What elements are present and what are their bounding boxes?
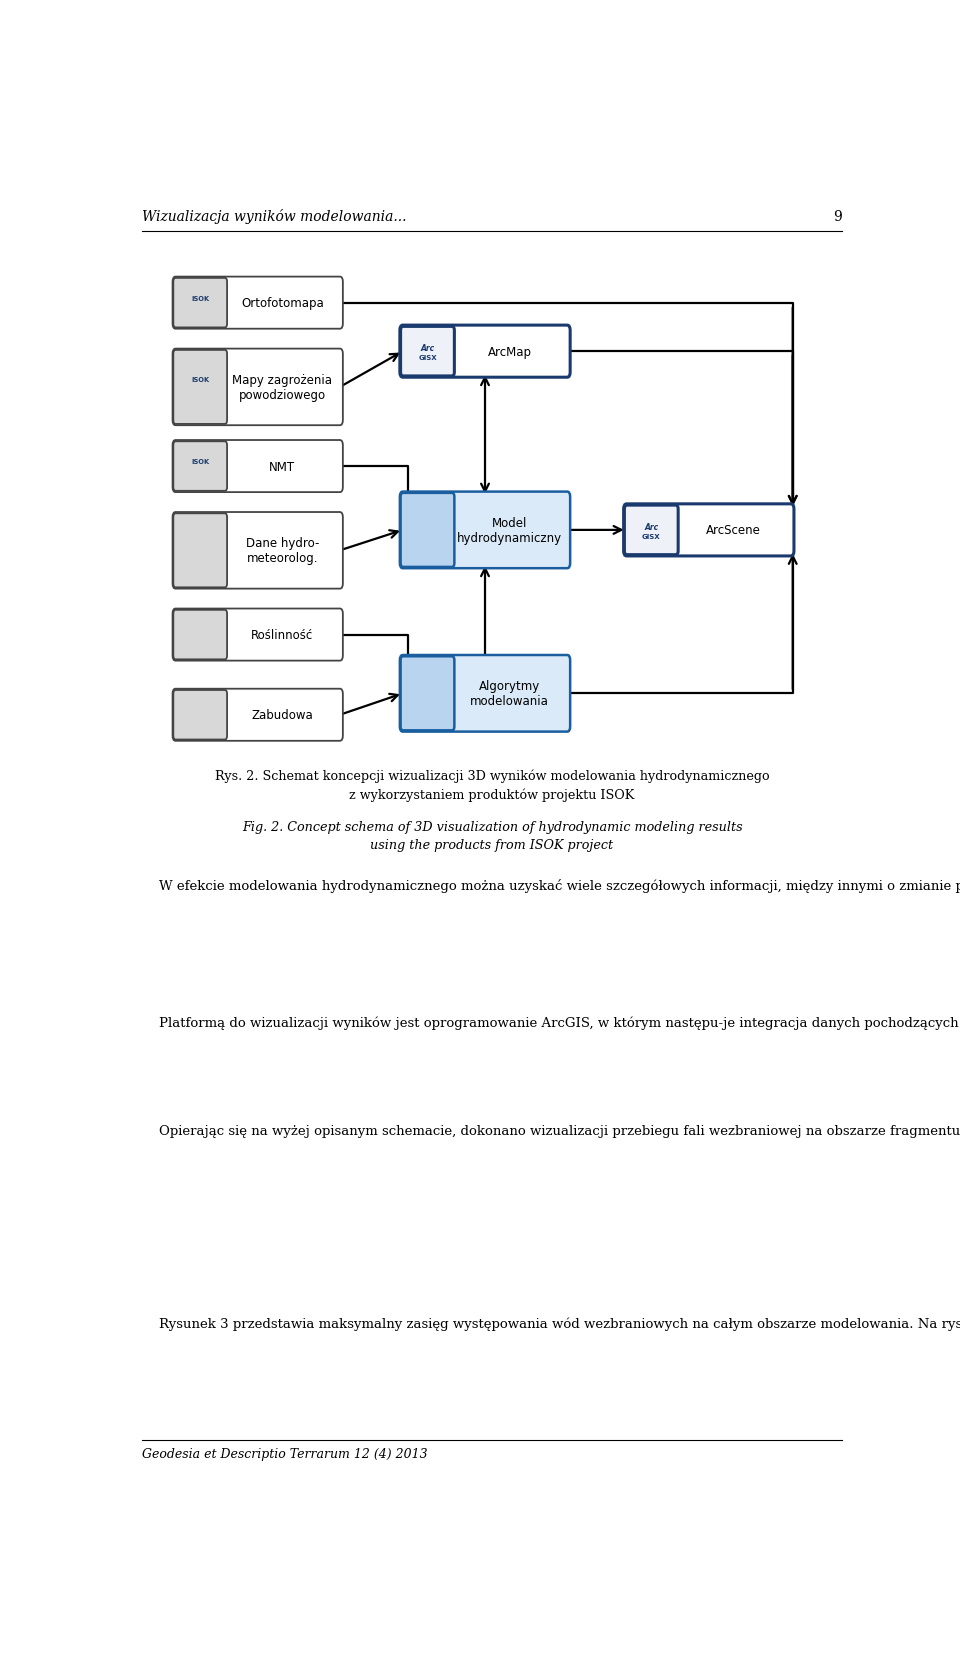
Text: Opierając się na wyżej opisanym schemacie, dokonano wizualizacji przebiegu fali : Opierając się na wyżej opisanym schemaci… xyxy=(142,1123,960,1137)
FancyBboxPatch shape xyxy=(174,610,228,659)
FancyBboxPatch shape xyxy=(174,442,228,492)
FancyBboxPatch shape xyxy=(400,326,454,376)
Text: Wizualizacja wyników modelowania...: Wizualizacja wyników modelowania... xyxy=(142,209,407,224)
FancyBboxPatch shape xyxy=(400,494,454,568)
Text: ArcScene: ArcScene xyxy=(706,524,761,537)
Text: W efekcie modelowania hydrodynamicznego można uzyskać wiele szczegółowych inform: W efekcie modelowania hydrodynamicznego … xyxy=(142,878,960,893)
FancyBboxPatch shape xyxy=(174,278,228,328)
Text: Fig. 2. Concept schema of 3D visualization of hydrodynamic modeling results
usin: Fig. 2. Concept schema of 3D visualizati… xyxy=(242,820,742,852)
Text: Rys. 2. Schemat koncepcji wizualizacji 3D wyników modelowania hydrodynamicznego
: Rys. 2. Schemat koncepcji wizualizacji 3… xyxy=(215,769,769,802)
Text: GISX: GISX xyxy=(642,534,660,540)
Text: Geodesia et Descriptio Terrarum 12 (4) 2013: Geodesia et Descriptio Terrarum 12 (4) 2… xyxy=(142,1447,428,1460)
FancyBboxPatch shape xyxy=(173,610,343,661)
Text: GISX: GISX xyxy=(419,355,437,361)
FancyBboxPatch shape xyxy=(173,441,343,492)
Text: Model
hydrodynamiczny: Model hydrodynamiczny xyxy=(457,517,563,545)
FancyBboxPatch shape xyxy=(400,656,570,732)
FancyBboxPatch shape xyxy=(174,514,228,588)
Text: 9: 9 xyxy=(833,210,842,224)
FancyBboxPatch shape xyxy=(400,326,570,378)
FancyBboxPatch shape xyxy=(173,512,343,590)
Text: Arc: Arc xyxy=(420,345,435,353)
FancyBboxPatch shape xyxy=(624,504,794,557)
Text: ISOK: ISOK xyxy=(191,459,209,464)
FancyBboxPatch shape xyxy=(173,277,343,330)
Text: NMT: NMT xyxy=(270,461,296,474)
FancyBboxPatch shape xyxy=(173,689,343,741)
FancyBboxPatch shape xyxy=(400,656,454,731)
Text: ISOK: ISOK xyxy=(191,376,209,383)
FancyBboxPatch shape xyxy=(624,505,678,555)
Text: Algorytmy
modelowania: Algorytmy modelowania xyxy=(470,679,549,708)
Text: Dane hydro-
meteorolog.: Dane hydro- meteorolog. xyxy=(246,537,319,565)
Text: ISOK: ISOK xyxy=(191,295,209,302)
Text: Mapy zagrożenia
powodziowego: Mapy zagrożenia powodziowego xyxy=(232,374,332,401)
Text: ArcMap: ArcMap xyxy=(488,345,532,358)
Text: Rysunek 3 przedstawia maksymalny zasięg występowania wód wezbraniowych na całym : Rysunek 3 przedstawia maksymalny zasięg … xyxy=(142,1317,960,1331)
FancyBboxPatch shape xyxy=(400,492,570,568)
FancyBboxPatch shape xyxy=(174,691,228,741)
Text: Platformą do wizualizacji wyników jest oprogramowanie ArcGIS, w którym następu-j: Platformą do wizualizacji wyników jest o… xyxy=(142,1016,960,1029)
FancyBboxPatch shape xyxy=(173,350,343,426)
FancyBboxPatch shape xyxy=(174,351,228,424)
Text: Zabudowa: Zabudowa xyxy=(252,709,313,722)
Text: Arc: Arc xyxy=(644,522,659,532)
Text: Ortofotomapa: Ortofotomapa xyxy=(241,297,324,310)
Text: Roślinność: Roślinność xyxy=(252,628,314,641)
